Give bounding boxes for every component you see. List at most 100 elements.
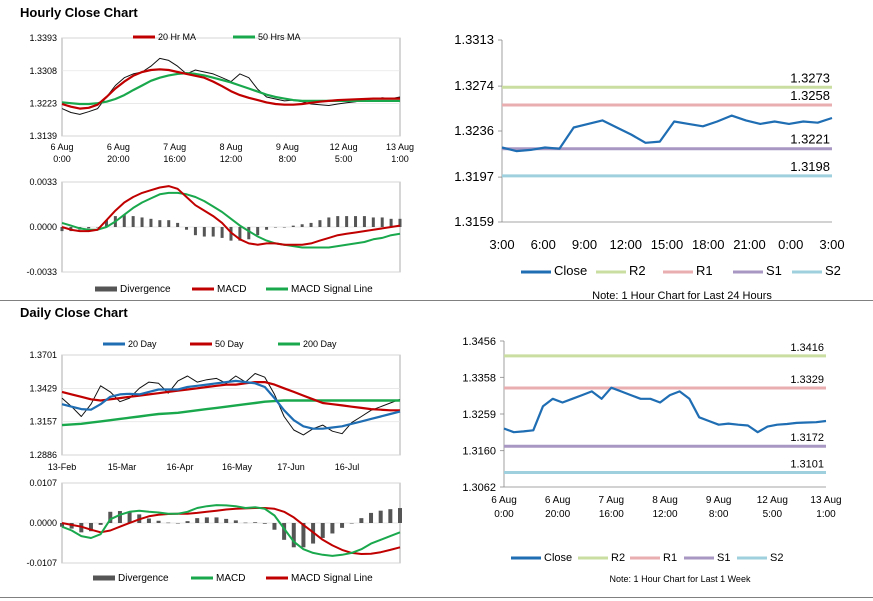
daily-divergence-bar [175, 523, 180, 524]
hourly-price-xtick-date: 6 Aug [107, 142, 130, 152]
hourly-divergence-bar [256, 227, 260, 236]
daily-divergence-bar [340, 523, 345, 528]
hourly-pivot-legend-r2-swatch [596, 270, 626, 274]
daily-price-xtick-label: 17-Jun [277, 462, 305, 472]
daily-divergence-bar [156, 520, 161, 523]
hourly-divergence-bar [60, 227, 64, 232]
daily-pivot-legend-s2-label: S2 [770, 552, 783, 564]
hourly-divergence-bar [398, 218, 402, 227]
hourly-legend-signal-swatch [266, 287, 288, 291]
hourly-divergence-bar [291, 225, 295, 227]
hourly-divergence-bar [176, 222, 180, 227]
hourly-pivot-level-label-r2: 1.3273 [790, 70, 830, 85]
daily-price-ytick-label: 1.3701 [29, 350, 57, 360]
daily-price-ytick-label: 1.2886 [29, 450, 57, 460]
daily-pivot-xtick-date: 7 Aug [599, 495, 625, 506]
hourly-price-xtick-time: 12:00 [220, 154, 243, 164]
hourly-price-ytick-label: 1.3223 [29, 99, 57, 109]
hourly-divergence-bar [389, 218, 393, 227]
daily-legend-signal-label: MACD Signal Line [291, 573, 373, 584]
hourly-divergence-bar [158, 220, 162, 227]
hourly-legend-divergence-label: Divergence [120, 284, 171, 295]
hourly-price-xtick-time: 5:00 [335, 154, 353, 164]
hourly-divergence-bar [149, 218, 153, 227]
hourly-legend-signal-label: MACD Signal Line [291, 284, 373, 295]
daily-legend-200day-swatch [278, 342, 300, 346]
daily-divergence-bar [224, 518, 229, 523]
daily-divergence-bar [214, 517, 219, 523]
daily-divergence-bar [60, 523, 64, 527]
hourly-macd-line [61, 185, 401, 246]
hourly-pivot-ytick-label: 1.3274 [454, 78, 494, 93]
daily-divergence-bar [349, 523, 354, 524]
hourly-pivot-legend-close-swatch [521, 270, 551, 274]
hourly-pivot-legend-r2-label: R2 [629, 263, 646, 278]
bottom-divider [0, 597, 873, 598]
hourly-pivot-legend-r1-swatch [663, 270, 693, 274]
hourly-pivot-ytick-label: 1.3159 [454, 214, 494, 229]
daily-pivot-xtick-date: 12 Aug [757, 495, 788, 506]
hourly-legend-20hr-swatch [133, 35, 155, 39]
hourly-price-xtick-date: 13 Aug [386, 142, 414, 152]
hourly-divergence-bar [318, 220, 322, 227]
daily-pivot-legend-r1-swatch [630, 556, 660, 560]
hourly-pivot-xtick-label: 21:00 [733, 237, 766, 252]
daily-legend-50day-swatch [190, 342, 212, 346]
hourly-divergence-bar [193, 227, 197, 236]
hourly-divergence-bar [238, 227, 242, 241]
hourly-pivot-legend-s2-swatch [792, 270, 822, 274]
hourly-divergence-bar [345, 216, 349, 227]
daily-200day-line [61, 399, 400, 427]
daily-legend-macd-label: MACD [216, 573, 245, 584]
daily-pivot-xtick-date: 8 Aug [652, 495, 678, 506]
daily-divergence-bar [127, 511, 132, 523]
daily-legend-20day-label: 20 Day [128, 339, 157, 349]
hourly-pivot-legend-s2-label: S2 [825, 263, 841, 278]
daily-pivot-xtick-time: 8:00 [709, 509, 729, 520]
daily-divergence-bar [272, 523, 277, 530]
hourly-price-xtick-date: 8 Aug [219, 142, 242, 152]
daily-divergence-bar [330, 523, 335, 534]
daily-divergence-bar [195, 518, 200, 523]
daily-divergence-bar [253, 522, 258, 523]
hourly-divergence-bar [140, 217, 144, 227]
daily-divergence-bar [88, 523, 93, 532]
hourly-pivot-legend-s1-swatch [733, 270, 763, 274]
daily-pivot-close-line [503, 386, 827, 434]
daily-legend-divergence-label: Divergence [118, 573, 169, 584]
daily-pivot-legend-s1-swatch [684, 556, 714, 560]
daily-pivot-legend-r2-label: R2 [611, 552, 625, 564]
daily-divergence-bar [117, 511, 122, 523]
daily-pivot-legend-r2-swatch [578, 556, 608, 560]
hourly-price-xtick-time: 1:00 [391, 154, 409, 164]
daily-macd-ytick-label: -0.0107 [26, 558, 57, 568]
hourly-divergence-bar [202, 227, 206, 237]
hourly-legend-divergence-swatch [95, 286, 117, 292]
hourly-price-ytick-label: 1.3139 [29, 131, 57, 141]
daily-pivot-xtick-time: 1:00 [816, 509, 836, 520]
hourly-section-title: Hourly Close Chart [20, 5, 138, 20]
hourly-price-xtick-time: 0:00 [53, 154, 71, 164]
hourly-macd-signal-line [61, 191, 401, 249]
hourly-divergence-bar [185, 227, 189, 230]
hourly-pivot-xtick-label: 15:00 [651, 237, 684, 252]
daily-legend-signal-swatch [266, 576, 288, 580]
daily-pivot-ytick-label: 1.3358 [462, 372, 496, 384]
hourly-divergence-bar [327, 217, 331, 227]
hourly-divergence-bar [229, 227, 233, 241]
hourly-macd-ytick-label: -0.0033 [26, 267, 57, 277]
daily-pivot-xtick-time: 5:00 [763, 509, 783, 520]
hourly-price-xtick-date: 12 Aug [330, 142, 358, 152]
hourly-20hr-ma-line [61, 68, 400, 110]
daily-divergence-bar [359, 518, 364, 523]
daily-pivot-level-label-r1: 1.3329 [790, 374, 824, 386]
daily-pivot-legend-close-swatch [511, 556, 541, 560]
hourly-divergence-bar [300, 224, 304, 227]
hourly-legend-macd-swatch [192, 287, 214, 291]
daily-divergence-bar [301, 523, 306, 548]
daily-legend-macd-swatch [191, 576, 213, 580]
daily-pivot-legend-s2-swatch [737, 556, 767, 560]
daily-macd-line [61, 504, 401, 557]
daily-pivot-legend-s1-label: S1 [717, 552, 730, 564]
